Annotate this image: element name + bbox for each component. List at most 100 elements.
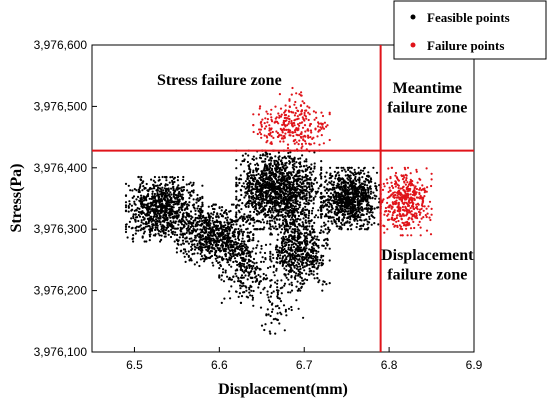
- data-point: [240, 193, 243, 197]
- data-point: [269, 193, 272, 196]
- data-point: [255, 194, 258, 197]
- data-point: [276, 282, 279, 285]
- data-point: [367, 171, 370, 174]
- data-point: [232, 260, 235, 264]
- data-point: [262, 288, 265, 291]
- data-point: [189, 194, 192, 197]
- data-point: [237, 209, 240, 212]
- data-point: [275, 244, 278, 247]
- data-point: [289, 225, 292, 228]
- data-point: [303, 250, 306, 253]
- data-point: [147, 224, 150, 227]
- data-point: [284, 241, 287, 244]
- data-point: [359, 218, 362, 222]
- data-point: [276, 179, 279, 182]
- data-point: [303, 194, 306, 197]
- data-point: [328, 195, 331, 198]
- data-point: [141, 235, 144, 238]
- data-point: [253, 208, 256, 211]
- data-point: [306, 251, 309, 254]
- data-point: [271, 201, 274, 204]
- data-point: [161, 224, 164, 227]
- data-point: [250, 202, 253, 205]
- data-point: [190, 248, 193, 252]
- data-point: [231, 244, 234, 247]
- data-point: [138, 225, 141, 228]
- data-point: [220, 209, 223, 212]
- data-point: [303, 111, 306, 115]
- data-point: [155, 189, 159, 192]
- data-point: [267, 190, 270, 193]
- data-point: [309, 269, 312, 272]
- data-point: [292, 201, 295, 204]
- data-point: [154, 204, 157, 207]
- data-point: [235, 290, 238, 293]
- data-point: [226, 239, 229, 242]
- data-point: [268, 181, 271, 184]
- data-point: [199, 252, 202, 255]
- data-point: [190, 245, 193, 248]
- data-point: [133, 202, 136, 205]
- data-point: [299, 275, 302, 278]
- data-point: [128, 203, 131, 206]
- data-point: [324, 189, 327, 192]
- data-point: [142, 185, 145, 188]
- data-point: [263, 180, 267, 183]
- data-point: [177, 223, 180, 226]
- data-point: [252, 180, 255, 183]
- data-point: [312, 270, 315, 273]
- data-point: [193, 207, 196, 210]
- data-point: [249, 284, 252, 287]
- data-point: [163, 213, 166, 216]
- data-point: [256, 228, 259, 231]
- data-point: [274, 155, 277, 158]
- data-point: [272, 175, 275, 178]
- data-point: [231, 240, 234, 243]
- data-point: [357, 166, 360, 169]
- data-point: [230, 285, 233, 288]
- data-point: [276, 304, 279, 307]
- data-point: [247, 164, 250, 167]
- data-point: [269, 265, 272, 268]
- data-point: [263, 134, 266, 137]
- data-point: [248, 288, 251, 291]
- data-point: [301, 258, 304, 262]
- data-point: [242, 282, 245, 285]
- data-point: [252, 210, 256, 214]
- data-point: [293, 255, 297, 258]
- data-point: [335, 225, 338, 228]
- data-point: [241, 160, 244, 163]
- data-point: [252, 224, 255, 227]
- data-point: [237, 280, 240, 283]
- data-point: [268, 163, 271, 166]
- data-point: [160, 188, 163, 191]
- data-point: [303, 226, 306, 229]
- data-point: [344, 170, 347, 173]
- data-point: [293, 214, 296, 217]
- plot-frame: [91, 44, 475, 353]
- data-point: [175, 210, 178, 213]
- data-point: [265, 204, 268, 207]
- data-point: [199, 196, 202, 199]
- data-point: [295, 197, 298, 200]
- data-point: [124, 210, 128, 213]
- data-point: [329, 192, 333, 195]
- data-point: [239, 198, 242, 201]
- data-point: [251, 296, 255, 299]
- data-point: [266, 167, 269, 170]
- data-point: [252, 264, 255, 268]
- data-point: [291, 186, 294, 189]
- data-point: [124, 204, 128, 207]
- data-point: [330, 180, 333, 183]
- data-point: [263, 226, 266, 229]
- data-point: [319, 258, 322, 262]
- data-point: [188, 214, 191, 217]
- data-point: [184, 216, 187, 219]
- data-point: [295, 257, 298, 260]
- data-point: [304, 140, 307, 143]
- data-point: [248, 195, 251, 198]
- data-point: [264, 190, 267, 193]
- data-point: [282, 196, 285, 199]
- data-point: [142, 216, 145, 219]
- data-point: [269, 157, 272, 160]
